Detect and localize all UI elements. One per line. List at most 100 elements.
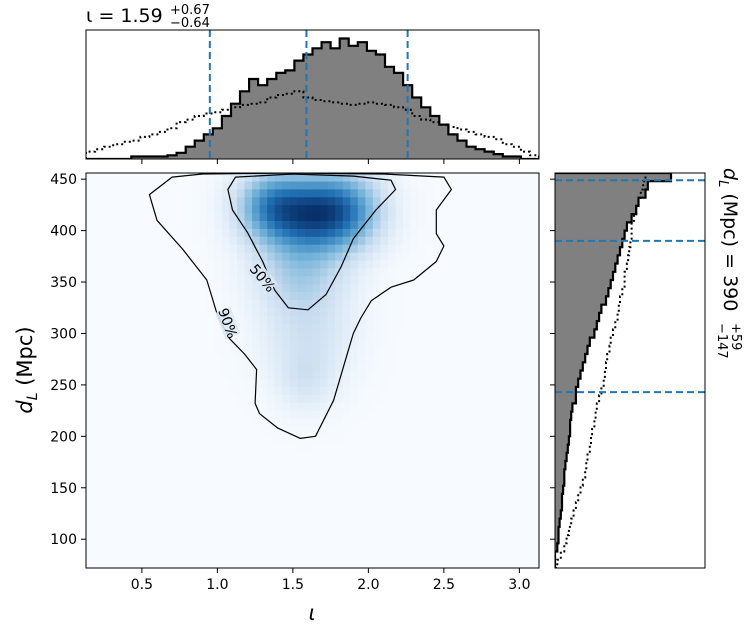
heat-cell [229, 370, 238, 379]
heat-cell [478, 283, 487, 293]
heat-cell [425, 512, 434, 522]
heat-cell [372, 252, 382, 261]
heat-cell [523, 370, 533, 379]
heat-cell [471, 354, 480, 364]
heat-cell [327, 528, 336, 537]
heat-cell [108, 204, 117, 214]
heat-cell [191, 244, 200, 253]
heat-cell [93, 338, 102, 348]
heat-cell [440, 457, 449, 466]
heat-cell [93, 528, 102, 537]
heat-cell [531, 331, 539, 340]
heat-cell [123, 528, 132, 537]
heat-cell [388, 259, 397, 269]
heat-cell [342, 259, 351, 269]
heat-cell [433, 504, 442, 514]
heat-cell [123, 188, 132, 198]
heat-cell [116, 457, 125, 466]
heat-cell [463, 520, 472, 530]
heat-cell [403, 433, 412, 443]
heat-cell [410, 362, 419, 372]
heat-cell [327, 291, 336, 300]
heat-cell [176, 449, 185, 458]
heat-cell [388, 552, 397, 561]
heat-cell [138, 528, 147, 537]
heat-cell [493, 173, 502, 182]
heat-cell [388, 465, 397, 474]
heat-cell [403, 252, 412, 261]
heat-cell [508, 228, 517, 237]
heat-cell [169, 504, 178, 514]
heat-cell [108, 370, 117, 379]
heat-cell [486, 252, 495, 261]
heat-cell [146, 267, 155, 277]
heat-cell [335, 560, 344, 568]
heat-cell [380, 473, 389, 482]
heat-cell [403, 544, 412, 553]
heat-cell [229, 259, 238, 269]
heat-cell [146, 173, 155, 182]
heat-cell [252, 512, 261, 522]
heat-cell [199, 417, 208, 427]
heat-cell [199, 465, 208, 474]
heat-cell [161, 536, 170, 545]
heat-cell [116, 354, 125, 364]
heat-cell [372, 552, 382, 561]
heat-cell [380, 378, 389, 387]
heat-cell [372, 489, 382, 498]
heat-cell [161, 489, 170, 498]
heat-cell [108, 291, 117, 300]
heat-cell [493, 481, 502, 490]
heat-cell [486, 354, 495, 364]
heat-cell [244, 220, 253, 229]
heat-cell [191, 465, 200, 474]
heat-cell [191, 180, 200, 190]
heat-cell [86, 433, 95, 443]
heat-cell [101, 433, 110, 443]
heat-cell [199, 441, 208, 451]
heat-cell [327, 481, 336, 490]
heat-cell [169, 441, 178, 451]
heat-cell [516, 560, 525, 568]
heat-cell [282, 386, 291, 395]
heat-cell [282, 299, 291, 308]
heat-cell [501, 457, 510, 466]
heat-cell [206, 338, 215, 348]
heat-cell [335, 259, 344, 269]
heat-cell [523, 457, 533, 466]
heat-cell [282, 362, 291, 372]
heat-cell [131, 338, 140, 348]
heat-cell [388, 204, 397, 214]
heat-cell [508, 425, 517, 435]
heat-cell [463, 544, 472, 553]
heat-cell [395, 449, 404, 458]
heat-cell [486, 496, 495, 506]
heat-cell [237, 520, 246, 530]
heat-cell [237, 180, 246, 190]
heat-cell [327, 552, 336, 561]
heat-cell [365, 465, 374, 474]
heat-cell [169, 481, 178, 490]
heat-cell [493, 236, 502, 245]
heat-cell [410, 417, 419, 427]
heat-cell [274, 378, 283, 387]
heat-cell [221, 410, 231, 419]
heat-cell [304, 425, 314, 435]
heat-cell [312, 449, 321, 458]
heat-cell [410, 275, 419, 285]
heat-cell [440, 473, 449, 482]
heat-cell [138, 220, 147, 229]
heat-cell [395, 338, 404, 348]
heat-cell [312, 504, 321, 514]
heat-cell [214, 378, 223, 387]
heat-cell [259, 331, 268, 340]
heat-cell [274, 331, 283, 340]
heat-cell [252, 228, 261, 237]
heat-cell [297, 544, 306, 553]
heat-cell [335, 299, 344, 308]
heat-cell [153, 180, 163, 190]
right-title-upper: +59 [728, 323, 743, 350]
heat-cell [342, 560, 351, 568]
heat-cell [327, 252, 336, 261]
heat-cell [131, 283, 140, 293]
